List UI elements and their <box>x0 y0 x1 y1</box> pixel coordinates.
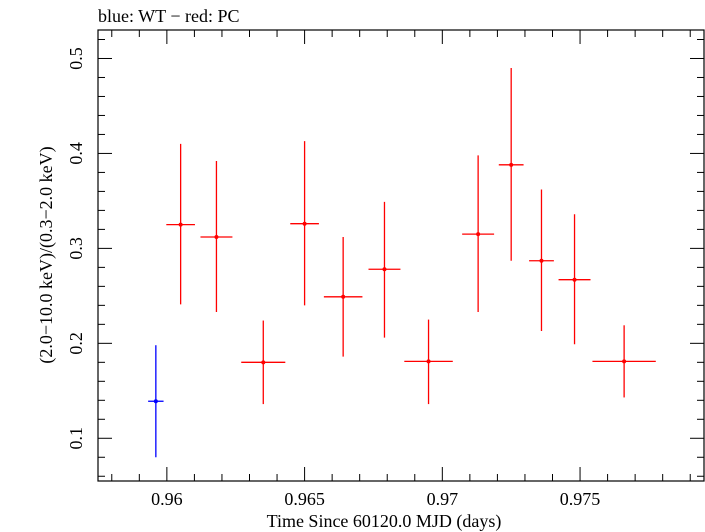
point-marker <box>341 294 346 299</box>
data-point <box>404 319 453 405</box>
data-point <box>498 67 524 261</box>
data-point <box>529 189 554 331</box>
point-marker <box>539 258 544 263</box>
point-marker <box>572 277 577 282</box>
x-tick-label: 0.97 <box>427 489 459 509</box>
point-marker <box>302 221 307 226</box>
point-marker <box>476 232 481 237</box>
y-tick-label: 0.2 <box>66 332 86 355</box>
x-tick-label: 0.975 <box>560 489 601 509</box>
x-axis: 0.96 0.965 0.97 0.975 <box>111 30 691 509</box>
x-axis-label: Time Since 60120.0 MJD (days) <box>267 511 502 532</box>
point-marker <box>261 360 266 365</box>
point-marker <box>382 267 387 272</box>
point-marker <box>622 359 627 364</box>
data-point <box>148 345 164 458</box>
data-point <box>241 320 286 405</box>
data-point <box>200 161 233 312</box>
x-tick-label: 0.96 <box>151 489 183 509</box>
y-tick-label: 0.1 <box>66 427 86 450</box>
point-marker <box>178 222 183 227</box>
data-point <box>290 141 319 306</box>
y-axis-label: (2.0−10.0 keV)/(0.3−2.0 keV) <box>36 146 57 363</box>
data-point <box>592 325 656 398</box>
data-point <box>462 155 495 312</box>
series-pc <box>166 67 656 405</box>
y-tick-label: 0.4 <box>66 142 86 165</box>
series-wt <box>148 345 164 458</box>
point-marker <box>509 162 514 167</box>
plot-frame <box>97 29 705 482</box>
data-point <box>558 214 591 345</box>
x-tick-label: 0.965 <box>284 489 325 509</box>
data-point <box>323 236 363 357</box>
point-marker <box>426 359 431 364</box>
point-marker <box>153 399 158 404</box>
y-tick-label: 0.3 <box>66 237 86 260</box>
data-point <box>166 143 195 305</box>
y-axis: 0.1 0.2 0.3 0.4 0.5 <box>66 38 704 477</box>
y-tick-label: 0.5 <box>66 47 86 69</box>
data-point <box>368 201 401 338</box>
chart-title: blue: WT − red: PC <box>98 6 239 26</box>
data-series <box>148 67 656 458</box>
point-marker <box>214 234 219 239</box>
